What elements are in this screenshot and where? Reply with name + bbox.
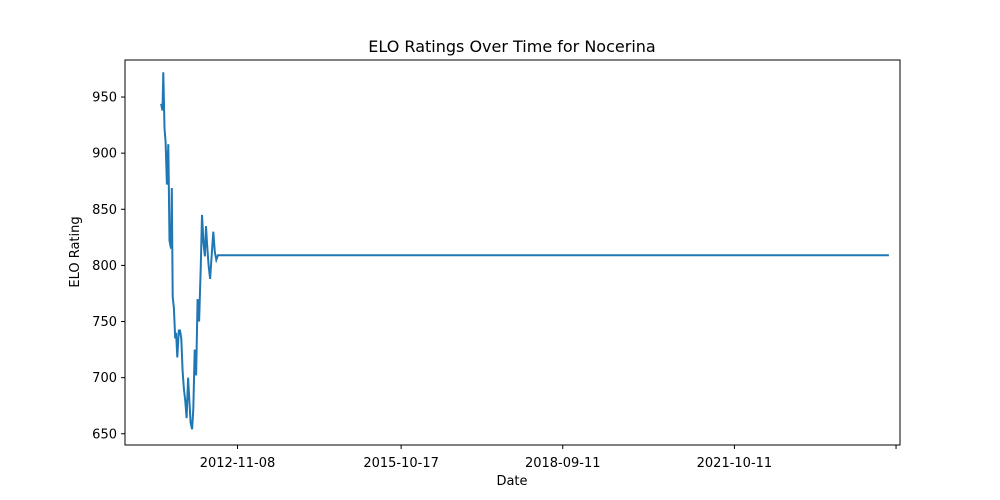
x-tick-label: 2021-10-11 [697, 456, 773, 471]
y-tick-label: 950 [92, 91, 117, 106]
y-axis: 650 700 750 800 850 900 950 [92, 91, 125, 442]
x-tick-label: 2015-10-17 [363, 456, 439, 471]
y-tick-label: 650 [92, 427, 117, 442]
x-tick-label: 2012-11-08 [200, 456, 276, 471]
y-tick-label: 900 [92, 147, 117, 162]
plot-area [160, 72, 889, 430]
x-tick-label: 2018-09-11 [525, 456, 601, 471]
y-axis-label: ELO Rating [68, 216, 83, 287]
x-axis-label: Date [496, 474, 527, 489]
x-axis: 2012-11-08 2015-10-17 2018-09-11 2021-10-11 [200, 445, 897, 471]
chart-title: ELO Ratings Over Time for Nocerina [368, 37, 655, 56]
plot-frame [124, 59, 901, 446]
series-line-0 [160, 72, 889, 430]
y-tick-label: 850 [92, 203, 117, 218]
y-tick-label: 700 [92, 371, 117, 386]
y-tick-label: 800 [92, 259, 117, 274]
y-tick-label: 750 [92, 315, 117, 330]
